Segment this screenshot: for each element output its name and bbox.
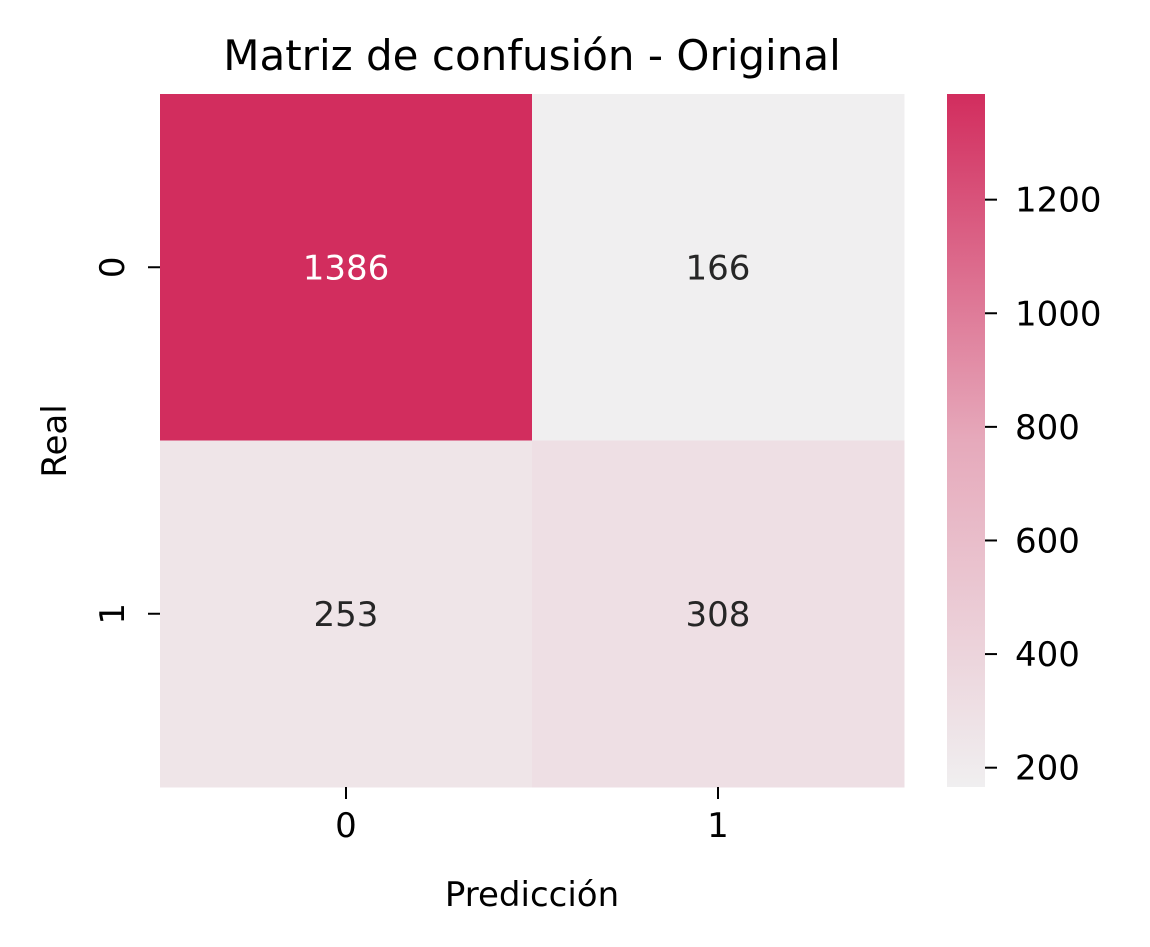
heatmap-cell-1-1 — [532, 440, 905, 788]
x-tick-label: 0 — [335, 806, 357, 846]
cell-value-1-0: 253 — [314, 595, 379, 635]
y-tick-label: 1 — [93, 603, 133, 625]
colorbar-tick-label: 800 — [1015, 408, 1080, 448]
chart-title: Matriz de confusión - Original — [223, 31, 841, 80]
heatmap-cells — [160, 94, 905, 788]
heatmap-cell-0-0 — [160, 94, 533, 441]
cell-value-0-0: 1386 — [303, 248, 390, 288]
cell-value-1-1: 308 — [686, 595, 751, 635]
y-axis-ticks: 01 — [93, 256, 160, 625]
heatmap-cell-0-1 — [532, 94, 905, 441]
colorbar-ticks: 200 400 600 800 1000 1200 — [985, 181, 1102, 789]
colorbar-tick-label: 1200 — [1015, 181, 1102, 221]
colorbar-tick-label: 400 — [1015, 635, 1080, 675]
heatmap-cell-1-0 — [160, 440, 533, 788]
colorbar-tick-label: 200 — [1015, 749, 1080, 789]
x-tick-label: 1 — [707, 806, 729, 846]
colorbar-tick-label: 600 — [1015, 521, 1080, 561]
colorbar-tick-label: 1000 — [1015, 294, 1102, 334]
cell-annotations: 1386 166 253 308 — [303, 248, 751, 635]
x-axis-label: Predicción — [445, 875, 619, 915]
colorbar — [947, 94, 985, 787]
cell-value-0-1: 166 — [686, 248, 751, 288]
y-tick-label: 0 — [93, 256, 133, 278]
y-axis-label: Real — [35, 404, 75, 477]
